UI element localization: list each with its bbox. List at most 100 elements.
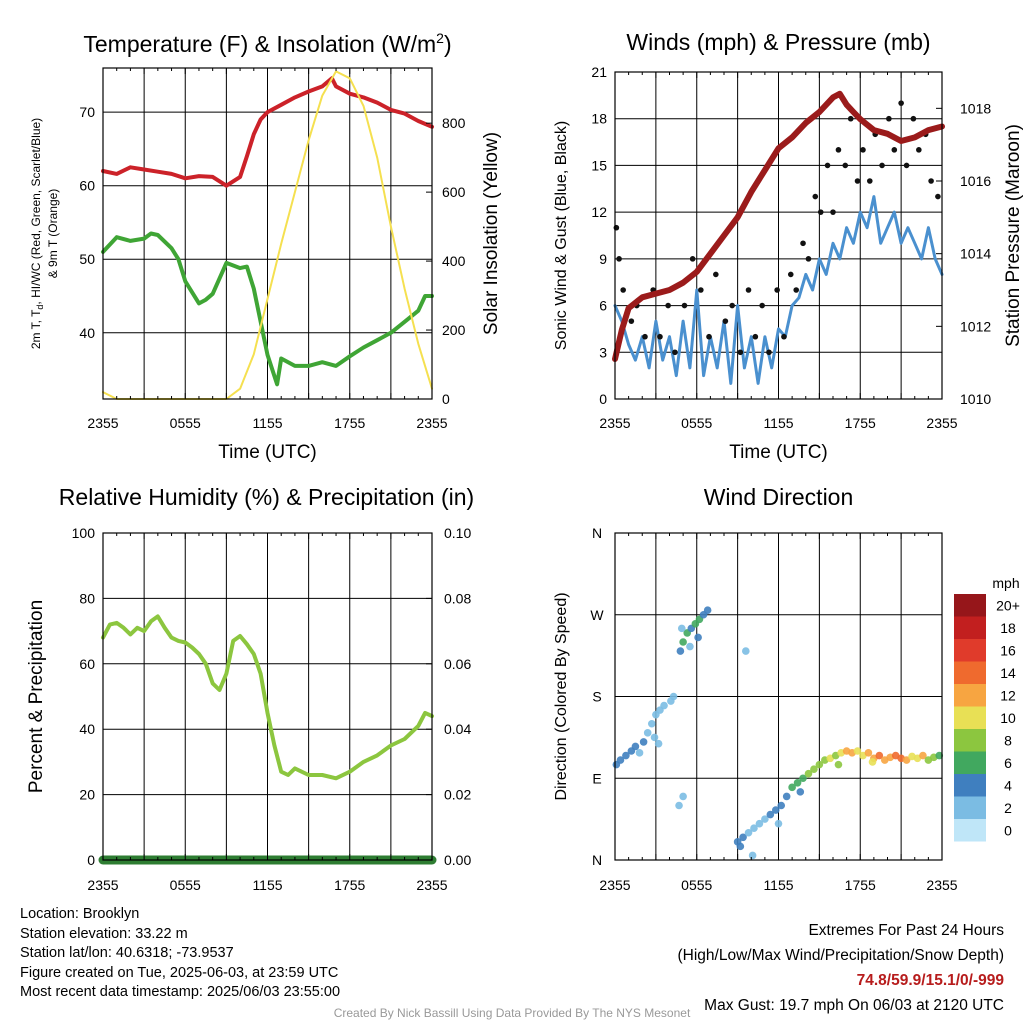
colorbar-swatch (954, 616, 986, 639)
colorbar-swatch (954, 594, 986, 617)
chart-title: Temperature (F) & Insolation (W/m2) (83, 30, 451, 57)
y-tick-label: E (592, 770, 601, 786)
direction-point (736, 842, 745, 851)
extremes-panel: Extremes For Past 24 Hours (High/Low/Max… (678, 918, 1005, 1018)
gust-point (916, 147, 922, 153)
x-tick-label: 0555 (170, 877, 201, 893)
timestamp-line: Most recent data timestamp: 2025/06/03 2… (20, 984, 341, 1000)
gust-point (722, 318, 729, 324)
x-tick-label: 0555 (170, 415, 201, 431)
temperature-line (101, 76, 434, 188)
colorbar-swatch (954, 706, 986, 729)
gust-point (616, 256, 622, 262)
colorbar-swatch (954, 729, 986, 752)
gust-point (657, 333, 663, 340)
y-tick-label: 9 (599, 251, 607, 267)
y2-tick-label: 0.06 (444, 656, 471, 672)
y-axis-label-part: 2m T, T (29, 309, 43, 349)
y-axis-label-part: d (35, 305, 45, 310)
colorbar-label: 18 (1000, 620, 1016, 636)
direction-point (755, 819, 764, 828)
y-tick-label: 15 (591, 157, 607, 173)
direction-point (853, 747, 862, 755)
gust-point (752, 333, 759, 340)
gust-point (689, 256, 696, 262)
direction-point (815, 760, 824, 769)
gust-point (698, 287, 704, 293)
elevation-line: Station elevation: 33.22 m (20, 925, 188, 942)
y-tick-label: 60 (79, 178, 95, 194)
colorbar-swatch (954, 639, 986, 662)
direction-point (675, 801, 683, 810)
x-tick-label: 2355 (87, 877, 118, 893)
gust-point (800, 240, 806, 247)
title-superscript: 2 (436, 30, 444, 46)
gust-point (628, 318, 635, 324)
x-tick-label: 1755 (334, 415, 365, 431)
direction-point (676, 647, 685, 655)
y2-tick-label: 1014 (960, 246, 991, 262)
gust-point (824, 162, 831, 169)
x-tick-label: 1755 (845, 415, 876, 431)
direction-point (660, 701, 668, 710)
direction-point (774, 819, 783, 828)
y-tick-label: 50 (79, 251, 95, 267)
colorbar-swatch (954, 774, 986, 797)
credit-line: Created By Nick Bassill Using Data Provi… (333, 1006, 691, 1020)
direction-point (919, 751, 927, 760)
direction-point (793, 778, 802, 787)
x-tick-label: 1155 (252, 415, 282, 431)
y2-tick-label: 0.04 (444, 721, 471, 737)
direction-point (777, 801, 786, 810)
y-tick-label: 20 (79, 787, 95, 803)
y-tick-label: 0 (599, 391, 607, 407)
y-axis-label-part: , HI/WC (Red, Green, Scarlet/Blue) (29, 118, 43, 305)
gust-point (891, 147, 898, 153)
gust-point (787, 271, 794, 278)
gust-point (842, 162, 849, 169)
direction-point (616, 756, 625, 764)
max-gust: Max Gust: 19.7 mph On 06/03 at 2120 UTC (704, 997, 1004, 1014)
x-axis-label: Time (UTC) (729, 442, 828, 463)
direction-point (864, 749, 873, 757)
direction-point (742, 647, 750, 655)
gust-point (854, 178, 861, 184)
y2-tick-label: 0 (442, 391, 450, 407)
gust-point (781, 333, 787, 340)
gust-point (898, 100, 904, 106)
direction-point (647, 719, 656, 728)
direction-point (654, 739, 663, 748)
y2-tick-label: 0.02 (444, 787, 471, 803)
y2-tick-label: 1012 (960, 318, 991, 334)
colorbar-label: 4 (1004, 777, 1012, 793)
y-tick-label: 21 (591, 64, 607, 80)
y-tick-label: 0 (87, 852, 95, 868)
x-tick-label: 1155 (763, 415, 793, 431)
x-tick-label: 1155 (252, 877, 282, 893)
gust-point (886, 115, 892, 122)
latlon-line: Station lat/lon: 40.6318; -73.9537 (20, 945, 234, 961)
y-tick-label: 6 (599, 298, 607, 314)
direction-point (677, 624, 686, 633)
direction-point (902, 756, 911, 764)
direction-point (679, 638, 687, 646)
gust-point (759, 302, 765, 309)
wind-line (613, 195, 944, 385)
y2-tick-label: 0.10 (444, 525, 471, 541)
direction-point (766, 810, 775, 819)
y-axis-label: Direction (Colored By Speed) (553, 592, 570, 800)
x-tick-label: 2355 (87, 415, 118, 431)
extremes-title: Extremes For Past 24 Hours (808, 922, 1004, 939)
gust-point (620, 287, 626, 293)
x-tick-label: 2355 (416, 877, 447, 893)
y-tick-label: 70 (79, 104, 95, 120)
x-tick-label: 2355 (926, 877, 957, 893)
gust-point (774, 287, 780, 293)
colorbar-swatch (954, 684, 986, 707)
gust-point (737, 349, 744, 356)
y-tick-label: 3 (599, 344, 607, 360)
direction-point (748, 851, 757, 860)
x-tick-label: 2355 (926, 415, 957, 431)
extremes-values: 74.8/59.9/15.1/0/-999 (856, 972, 1004, 989)
x-tick-label: 0555 (681, 877, 712, 893)
